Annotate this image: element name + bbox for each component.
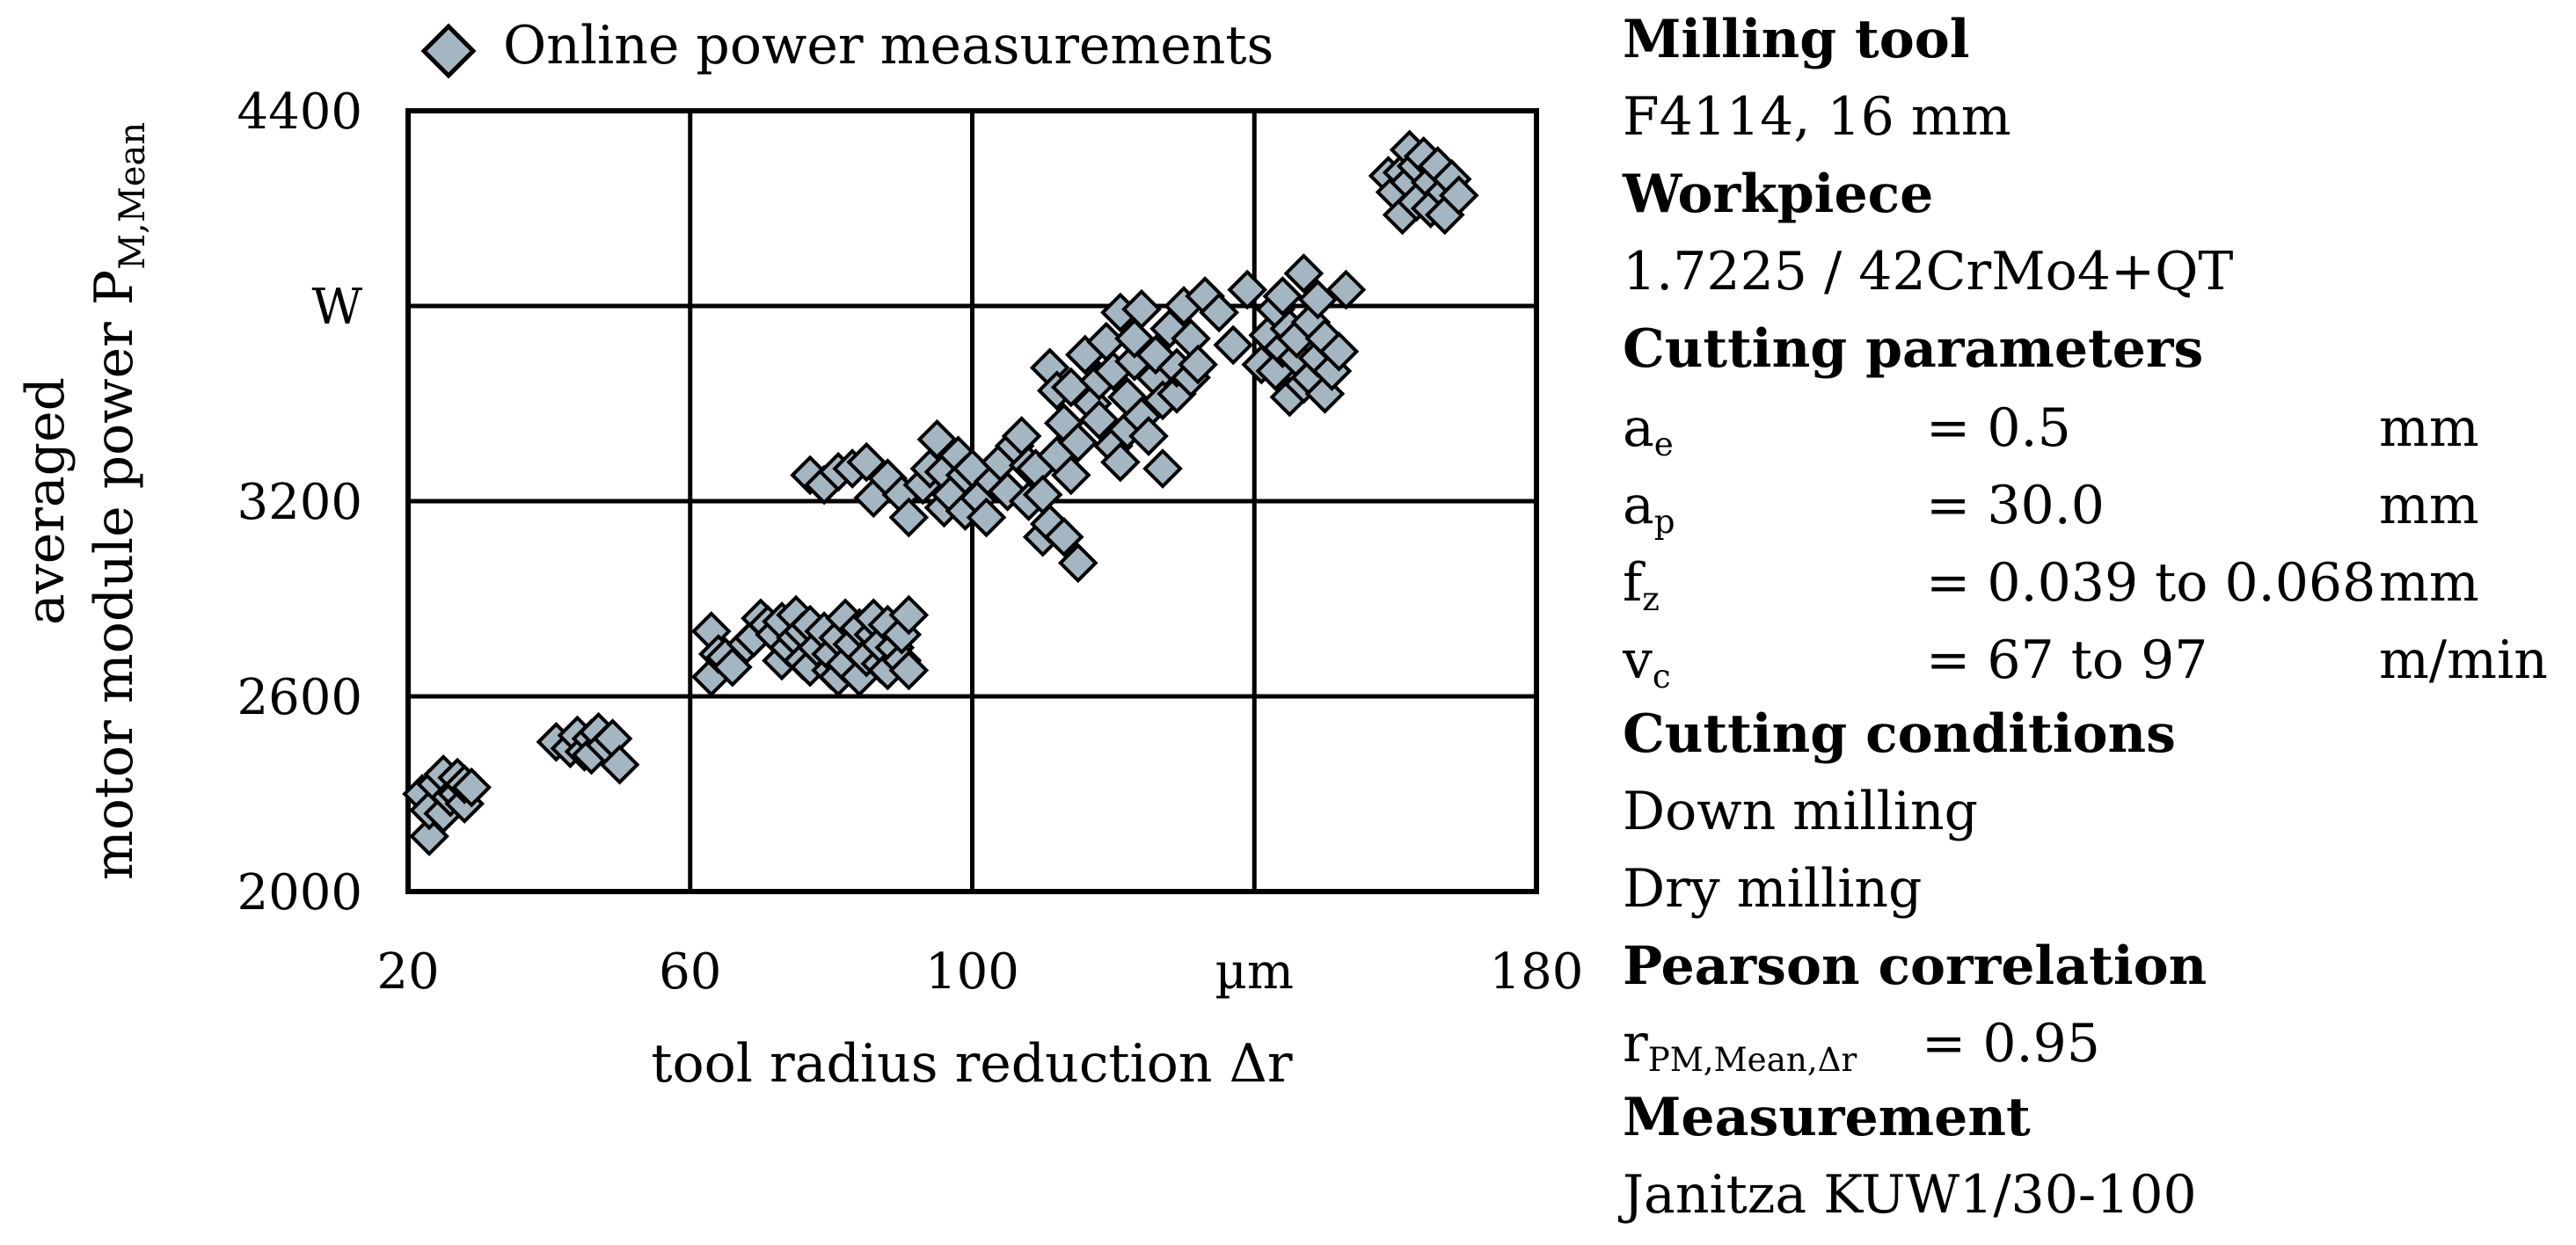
data-point [1262,276,1303,317]
x-axis-label: tool radius reduction Δr [651,1033,1292,1095]
data-point [888,650,930,691]
data-point [1213,324,1254,366]
param-value: = 67 to 97 [1926,630,2208,691]
param-row-ae: ae = 0.5 mm [1623,397,2576,468]
y-tick-label: W [311,279,362,336]
param-unit: mm [2379,552,2479,614]
legend-label: Online power measurements [503,15,1273,76]
x-tick-label: 180 [1490,943,1584,1001]
data-point [451,767,492,808]
data-point [1318,331,1360,372]
condition-down-milling: Down milling [1623,781,1979,842]
data-point [1057,542,1098,584]
param-row-vc: vc = 67 to 97 m/min [1623,630,2576,700]
data-point [916,419,958,460]
cutting-parameters-heading: Cutting parameters [1623,318,2204,380]
data-point [1135,334,1176,375]
legend: Online power measurements [420,15,1273,79]
param-value: = 0.5 [1926,397,2071,459]
cutting-conditions-heading: Cutting conditions [1623,703,2176,765]
data-point [599,744,640,785]
data-point [1057,422,1098,463]
data-point [1178,344,1218,385]
legend-marker [420,23,477,79]
measurement-value: Janitza KUW1/30-100 [1623,1164,2197,1226]
y-axis-label-line1: averaged [15,377,77,625]
data-points [402,129,1479,856]
param-row-fz: fz = 0.039 to 0.068 mm [1623,552,2576,622]
y-axis-label-subscript: M,Mean [113,122,153,270]
x-tick-label: 100 [925,943,1019,1001]
data-point [1050,455,1091,496]
workpiece-heading: Workpiece [1623,164,1934,225]
data-point [1227,269,1268,310]
data-point [888,497,930,538]
param-symbol: vc [1623,630,1671,696]
pearson-row: rPM,Mean,Δr = 0.95 [1623,1013,2576,1083]
data-point [888,594,930,636]
y-tick-label: 3200 [237,474,362,531]
param-unit: mm [2379,475,2479,536]
y-tick-label: 2000 [237,864,362,921]
param-unit: mm [2379,397,2479,459]
data-point [846,441,887,483]
x-tick-labels: 20 60 100 µm 180 [376,943,1583,1001]
param-value: = 30.0 [1926,475,2105,536]
param-row-ap: ap = 30.0 mm [1623,475,2576,545]
pearson-heading: Pearson correlation [1623,936,2207,997]
data-point [1079,399,1120,440]
pearson-symbol: rPM,Mean,Δr [1623,1013,1857,1080]
x-tick-label: µm [1215,943,1295,1001]
data-point [1297,279,1339,320]
x-tick-label: 60 [659,943,721,1001]
y-tick-label: 4400 [237,84,362,141]
param-symbol: ae [1623,397,1674,464]
milling-tool-heading: Milling tool [1623,9,1970,70]
workpiece-value: 1.7225 / 42CrMo4+QT [1623,241,2234,302]
y-axis-label-main: motor module power P [84,270,145,880]
y-tick-label: 2600 [237,669,362,726]
data-point [1128,416,1169,456]
data-point [1121,288,1162,330]
milling-tool-value: F4114, 16 mm [1623,86,2011,148]
measurement-heading: Measurement [1623,1087,2031,1148]
condition-dry-milling: Dry milling [1623,858,1923,920]
data-point [1043,516,1084,557]
data-point [1283,253,1324,294]
data-point [1304,374,1346,414]
data-point [1438,175,1479,216]
pearson-value: = 0.95 [1922,1013,2100,1074]
data-point [966,497,1007,538]
param-symbol: fz [1623,552,1660,619]
y-tick-labels: 2000 2600 3200 W 4400 [237,84,362,921]
scatter-chart: 2000 2600 3200 W 4400 20 60 100 µm 180 Online po… [15,15,1583,1095]
data-point [1142,448,1183,489]
data-point [1199,292,1239,333]
experiment-info-panel: Milling tool F4114, 16 mm Workpiece 1.72… [1623,0,2576,1245]
param-symbol: ap [1623,475,1675,542]
param-unit: m/min [2379,630,2548,691]
y-axis-label-line2: motor module power PM,Mean [84,122,153,880]
data-point [1100,441,1141,483]
param-value: = 0.039 to 0.068 [1926,552,2376,614]
data-point [1325,269,1367,310]
x-tick-label: 20 [376,943,439,1001]
plot-frame [405,108,1539,894]
